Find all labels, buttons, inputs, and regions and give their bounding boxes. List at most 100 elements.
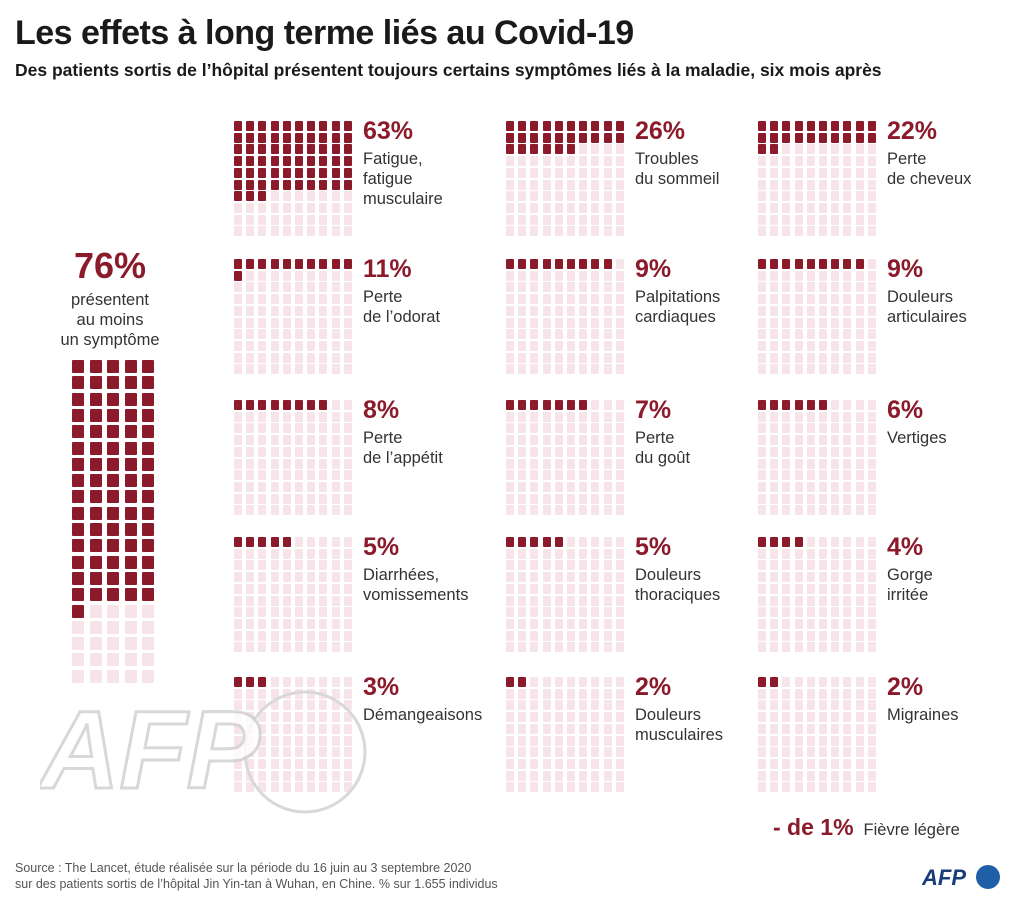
waffle-cell-empty — [615, 317, 624, 328]
waffle-cell-empty — [831, 411, 840, 422]
waffle-cell-empty — [855, 214, 864, 225]
waffle-cell-empty — [806, 782, 815, 793]
waffle-cell-empty — [343, 677, 352, 687]
symptom-value: 2% — [635, 673, 672, 701]
waffle-cell-empty — [506, 352, 514, 363]
waffle-cell-empty — [770, 481, 779, 492]
waffle-cell-empty — [831, 548, 840, 559]
waffle-cell-empty — [855, 481, 864, 492]
waffle-cell-empty — [258, 505, 267, 516]
waffle-cell-filled — [542, 400, 551, 410]
waffle-cell-empty — [579, 179, 588, 190]
waffle-cell-filled — [343, 144, 352, 155]
waffle-cell-empty — [770, 305, 779, 316]
waffle-cell-empty — [831, 364, 840, 375]
waffle-cell-empty — [819, 340, 827, 351]
waffle-cell-empty — [567, 156, 575, 167]
waffle-cell-filled — [234, 191, 242, 202]
waffle-cell-empty — [794, 294, 803, 305]
waffle-cell-empty — [282, 329, 291, 340]
waffle-cell-empty — [603, 191, 612, 202]
waffle-cell-empty — [855, 735, 864, 746]
waffle-cell-empty — [591, 723, 600, 734]
waffle-cell-empty — [831, 191, 840, 202]
waffle-cell-empty — [579, 202, 588, 213]
waffle-cell-filled — [142, 392, 154, 406]
waffle-cell-empty — [579, 214, 588, 225]
waffle-cell-empty — [343, 607, 352, 618]
waffle-cell-empty — [770, 329, 779, 340]
waffle-cell-empty — [506, 423, 514, 434]
waffle-cell-empty — [295, 747, 303, 758]
waffle-cell-filled — [331, 167, 340, 178]
waffle-cell-empty — [270, 607, 279, 618]
waffle-cell-empty — [806, 352, 815, 363]
waffle-cell-empty — [554, 505, 563, 516]
symptom-label: Perte de l’odorat — [363, 288, 441, 326]
waffle-cell-empty — [258, 317, 267, 328]
waffle-cell-empty — [554, 747, 563, 758]
waffle-cell-empty — [806, 411, 815, 422]
waffle-cell-empty — [270, 423, 279, 434]
symptom-label: Palpitations cardiaques — [635, 288, 721, 326]
waffle-cell-empty — [234, 618, 242, 629]
waffle-cell-empty — [579, 317, 588, 328]
waffle-cell-empty — [246, 700, 255, 711]
waffle-cell-empty — [867, 226, 876, 237]
waffle-cell-empty — [603, 560, 612, 571]
waffle-cell-empty — [554, 735, 563, 746]
waffle-cell-empty — [343, 537, 352, 547]
waffle-cell-empty — [518, 583, 527, 594]
waffle-cell-empty — [819, 747, 827, 758]
waffle-cell-empty — [234, 481, 242, 492]
waffle-cell-empty — [518, 758, 527, 769]
waffle-cell-empty — [579, 782, 588, 793]
waffle-cell-empty — [591, 481, 600, 492]
waffle-cell-empty — [567, 642, 575, 653]
waffle-cell-empty — [819, 595, 827, 606]
waffle-cell-filled — [89, 555, 102, 569]
waffle-cell-empty — [258, 700, 267, 711]
waffle-cell-filled — [246, 132, 255, 143]
waffle-cell-empty — [107, 669, 119, 683]
waffle-cell-empty — [567, 458, 575, 469]
waffle-cell-filled — [258, 167, 267, 178]
waffle-cell-empty — [542, 572, 551, 583]
waffle-cell-filled — [282, 132, 291, 143]
waffle-cell-empty — [246, 607, 255, 618]
waffle-cell-empty — [794, 144, 803, 155]
waffle-cell-empty — [603, 642, 612, 653]
waffle-cell-filled — [506, 121, 514, 131]
waffle-cell-empty — [782, 618, 791, 629]
symptom-value: 2% — [887, 673, 924, 701]
waffle-cell-empty — [542, 191, 551, 202]
waffle-cell-empty — [855, 305, 864, 316]
waffle-cell-empty — [246, 583, 255, 594]
waffle-cell-empty — [591, 572, 600, 583]
waffle-cell-empty — [579, 607, 588, 618]
waffle-cell-empty — [518, 688, 527, 699]
waffle-cell-empty — [234, 607, 242, 618]
waffle-cell-empty — [307, 723, 316, 734]
waffle-cell-empty — [518, 423, 527, 434]
waffle-cell-empty — [343, 630, 352, 641]
waffle-cell-empty — [603, 677, 612, 687]
waffle-cell-empty — [806, 572, 815, 583]
waffle-cell-empty — [319, 435, 328, 446]
waffle-cell-empty — [270, 505, 279, 516]
waffle-cell-empty — [343, 458, 352, 469]
waffle-cell-empty — [782, 282, 791, 293]
waffle-cell-empty — [782, 305, 791, 316]
waffle-cell-empty — [542, 712, 551, 723]
waffle-cell-empty — [258, 735, 267, 746]
waffle-cell-filled — [89, 392, 102, 406]
waffle-cell-filled — [124, 506, 137, 520]
waffle-cell-empty — [770, 618, 779, 629]
waffle-cell-filled — [307, 144, 316, 155]
waffle-cell-filled — [72, 539, 84, 553]
symptom-waffle — [506, 537, 628, 654]
waffle-cell-empty — [758, 618, 766, 629]
waffle-cell-empty — [319, 458, 328, 469]
waffle-cell-empty — [615, 411, 624, 422]
waffle-cell-empty — [542, 770, 551, 781]
